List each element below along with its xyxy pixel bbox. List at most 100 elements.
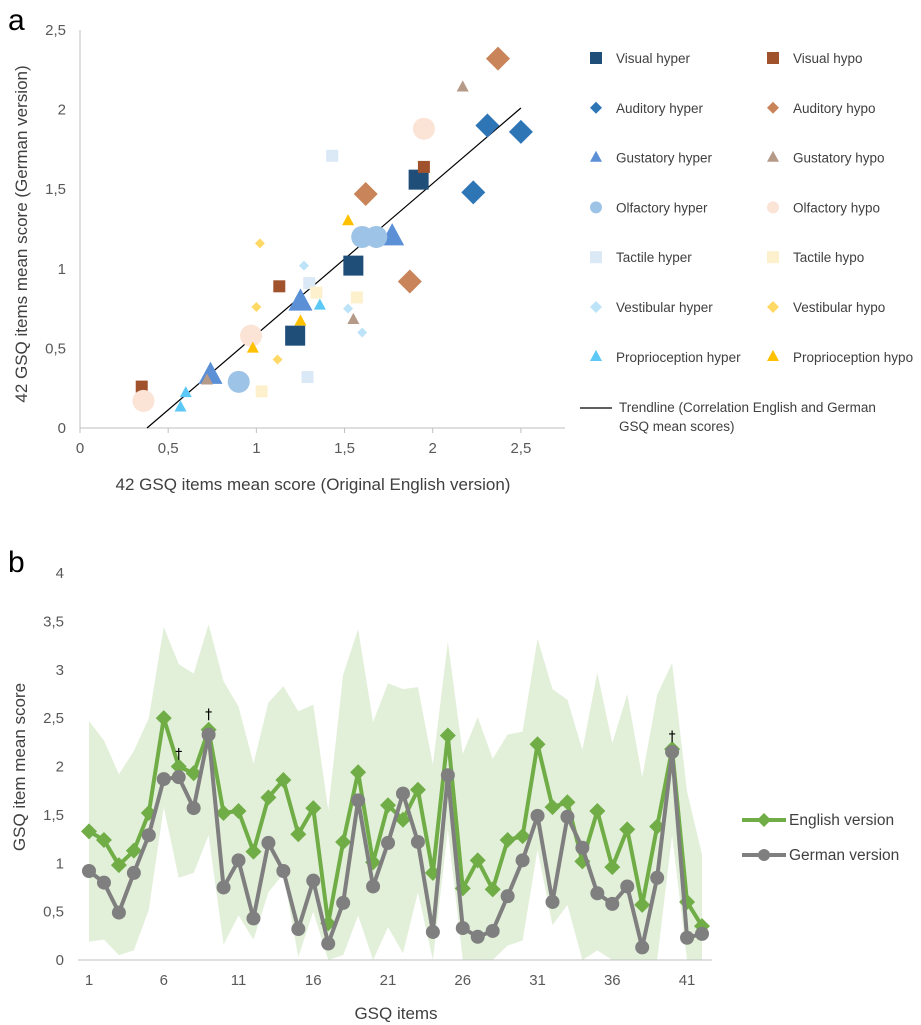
panel-b-x-tick-label: 6	[160, 972, 168, 989]
point-english-version	[95, 832, 112, 849]
legend-marker-olfactory-hypo	[767, 201, 779, 214]
point-german-version	[515, 853, 530, 868]
point-german-version	[366, 879, 381, 894]
panel-a-x-tick-label: 1,5	[334, 440, 355, 457]
panel-b-x-tick-label: 41	[679, 972, 696, 989]
legend-label-visual-hyper: Visual hyper	[616, 51, 691, 66]
legend-marker-proprioception-hyper	[590, 349, 602, 361]
legend-marker-tactile-hyper	[590, 251, 602, 264]
panel-b-x-tick-label: 11	[231, 972, 247, 989]
panel-a-y-tick-label: 2	[58, 102, 66, 119]
point-gustatory-hypo	[456, 80, 469, 92]
panel-b-x-axis-title: GSQ items	[354, 1004, 437, 1023]
point-english-version	[260, 789, 277, 806]
point-vestibular-hyper	[343, 303, 354, 314]
dagger-annotation: †	[205, 707, 212, 723]
legend-marker-gustatory-hypo	[767, 150, 779, 162]
point-proprioception-hyper	[174, 400, 187, 412]
panel-b-y-tick-label: 4	[56, 565, 64, 582]
dagger-annotation: †	[669, 729, 676, 745]
point-auditory-hyper	[461, 180, 486, 205]
point-vestibular-hypo	[254, 238, 265, 249]
point-german-version	[500, 889, 515, 904]
point-visual-hyper	[285, 325, 306, 346]
point-olfactory-hypo	[240, 324, 263, 347]
point-english-version	[215, 804, 232, 821]
point-english-version	[110, 857, 127, 874]
point-english-version	[305, 800, 322, 817]
point-tactile-hypo	[310, 286, 323, 299]
point-auditory-hyper	[508, 119, 533, 144]
legend-label-proprioception-hypo: Proprioception hypo	[793, 350, 913, 365]
legend-label-olfactory-hypo: Olfactory hypo	[793, 200, 880, 215]
point-german-version	[455, 921, 470, 936]
point-german-version	[231, 853, 246, 868]
point-vestibular-hyper	[357, 327, 368, 338]
panel-b-x-tick-label: 36	[604, 972, 621, 989]
point-german-version	[560, 809, 575, 824]
panel-a-x-axis-title: 42 GSQ items mean score (Original Englis…	[116, 475, 511, 494]
point-english-version	[409, 781, 426, 798]
point-english-version	[170, 758, 187, 775]
legend-marker-vestibular-hypo	[767, 301, 779, 313]
point-english-version	[514, 828, 531, 845]
point-english-version	[619, 821, 636, 838]
point-german-version	[440, 768, 455, 783]
panel-b-y-tick-label: 3,5	[43, 613, 64, 630]
point-german-version	[545, 894, 560, 909]
point-german-version	[96, 875, 111, 890]
point-auditory-hypo	[485, 46, 510, 71]
point-german-version	[276, 863, 291, 878]
point-german-version	[111, 905, 126, 920]
point-german-version	[171, 770, 186, 785]
point-german-version	[425, 924, 440, 939]
panel-a-y-tick-label: 0	[58, 420, 66, 437]
panel-b-x-tick-label: 1	[85, 972, 93, 989]
point-german-version	[470, 929, 485, 944]
legend-trendline-label: GSQ mean scores)	[619, 419, 735, 434]
point-vestibular-hypo	[272, 354, 283, 365]
legend-marker-vestibular-hyper	[590, 301, 602, 313]
point-german-version	[575, 840, 590, 855]
panel-b-lines	[81, 710, 710, 955]
panel-b-legend: English version German version	[742, 812, 899, 864]
point-proprioception-hypo	[294, 314, 307, 326]
legend-marker-german-version	[758, 849, 770, 861]
point-proprioception-hyper	[179, 386, 192, 398]
point-gustatory-hypo	[347, 312, 360, 324]
point-proprioception-hypo	[246, 341, 259, 353]
point-german-version	[201, 727, 216, 742]
point-german-version	[680, 930, 695, 945]
point-english-version	[290, 826, 307, 843]
panel-b-y-tick-label: 0	[56, 952, 64, 969]
panel-b-letter: b	[8, 546, 25, 579]
point-german-version	[410, 834, 425, 849]
point-german-version	[306, 873, 321, 888]
point-german-version	[485, 923, 500, 938]
point-german-version	[126, 865, 141, 880]
legend-label-auditory-hyper: Auditory hyper	[616, 101, 704, 116]
point-german-version	[665, 744, 680, 759]
point-english-version	[634, 896, 651, 913]
point-english-version	[155, 710, 172, 727]
panel-a-x-tick-label: 1	[252, 440, 260, 457]
point-german-version	[381, 835, 396, 850]
panel-a-y-tick-label: 1,5	[45, 181, 66, 198]
point-german-version	[291, 922, 306, 937]
point-english-version	[230, 803, 247, 820]
point-german-version	[351, 793, 366, 808]
panel-a-x-tick-label: 2	[429, 440, 437, 457]
point-english-version	[559, 794, 576, 811]
legend-marker-auditory-hypo	[767, 101, 779, 114]
legend-trendline-label: Trendline (Correlation English and Germa…	[619, 400, 876, 415]
panel-b: b 00,511,522,533,541 6 11 16 21 26 31 36 41 ††† …	[8, 546, 899, 1023]
point-proprioception-hypo	[342, 214, 355, 226]
panel-a-axes: 0 0,5 1 1,5 2 2,5 0 0,5 1 1,5 2 2,5	[45, 22, 565, 457]
point-german-version	[336, 895, 351, 910]
panel-b-y-tick-label: 2,5	[43, 710, 64, 727]
panel-b-x-tick-label: 21	[380, 972, 397, 989]
point-english-version	[589, 803, 606, 820]
point-olfactory-hypo	[132, 389, 155, 412]
point-english-version	[394, 811, 411, 828]
